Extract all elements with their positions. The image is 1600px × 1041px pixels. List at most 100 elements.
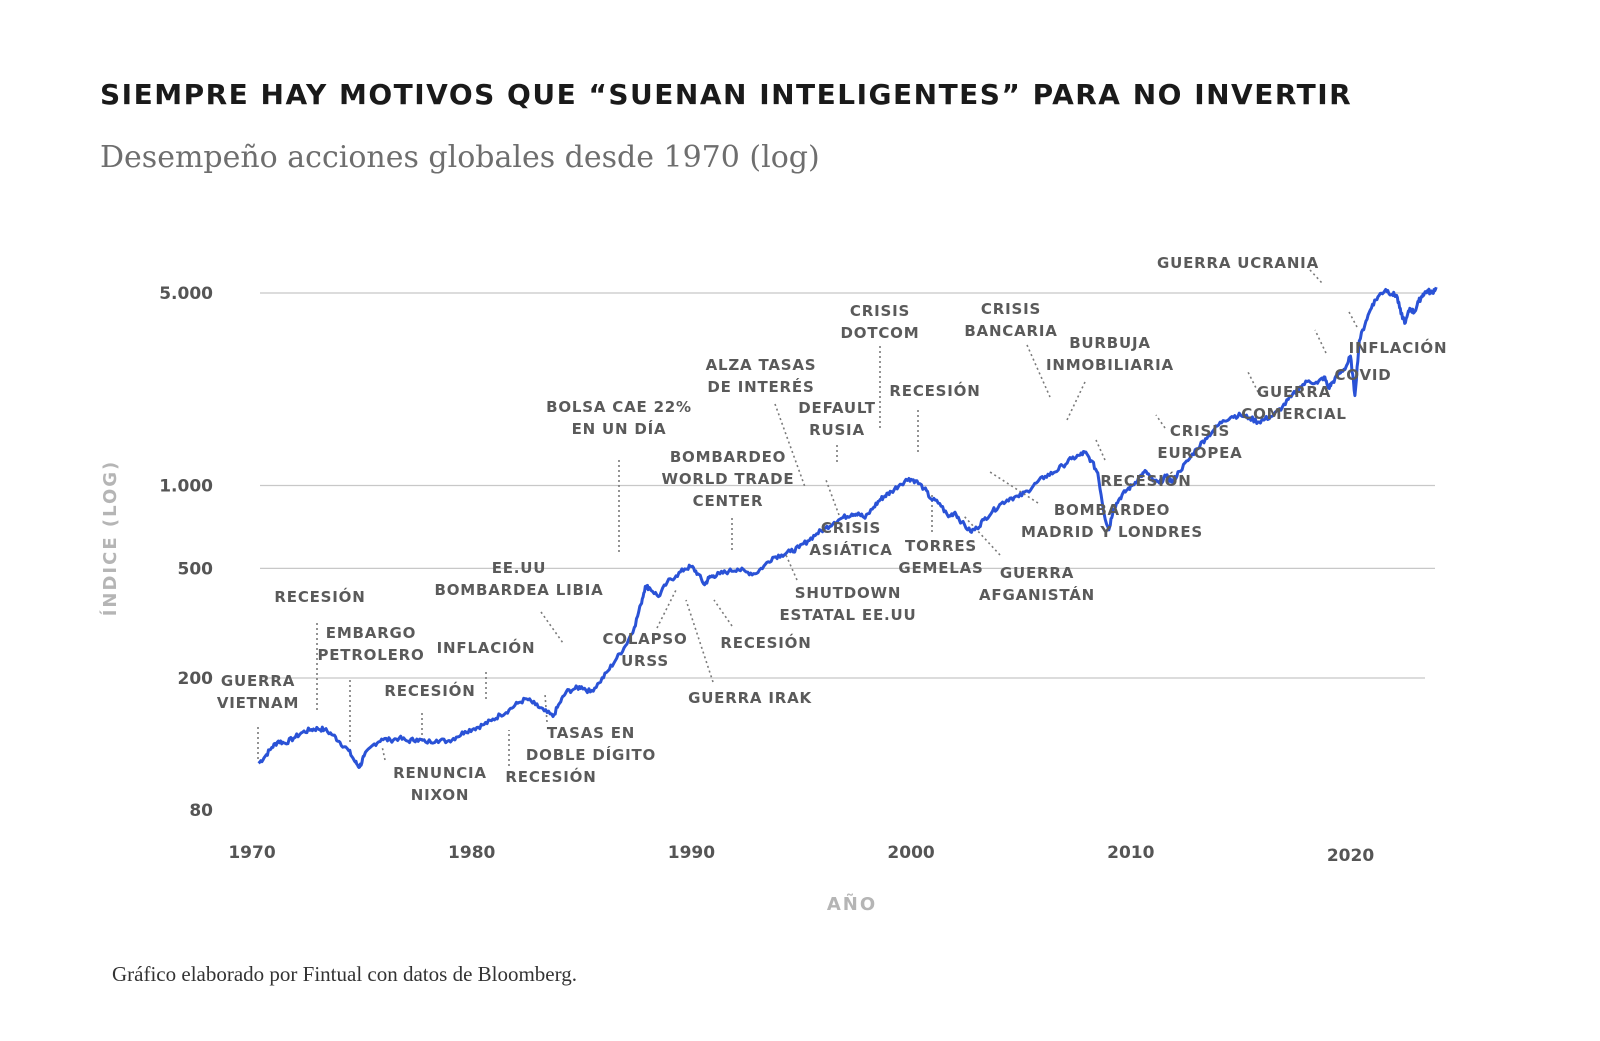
annotation-line: BANCARIA bbox=[964, 322, 1057, 340]
annotation-line: CRISIS bbox=[850, 302, 910, 320]
annotation-line: DEFAULT bbox=[798, 399, 875, 417]
y-tick-label: 80 bbox=[189, 801, 213, 821]
annotation-label: INFLACIÓN bbox=[437, 638, 536, 657]
y-tick-label: 1.000 bbox=[159, 477, 213, 497]
annotation-label: BOLSA CAE 22% EN UN DÍA bbox=[546, 398, 692, 438]
annotation-line: RECESIÓN bbox=[505, 767, 596, 786]
annotation-line: COMERCIAL bbox=[1241, 405, 1346, 423]
annotation-line: BOMBARDEO bbox=[1054, 501, 1170, 519]
annotation-line: EUROPEA bbox=[1157, 444, 1242, 462]
annotation-leader bbox=[1095, 439, 1106, 461]
annotation-leader bbox=[544, 693, 548, 723]
annotation-line: INMOBILIARIA bbox=[1046, 356, 1174, 374]
annotation-label: TASAS EN DOBLE DÍGITO bbox=[526, 724, 656, 764]
annotation-label: TORRES GEMELAS bbox=[898, 537, 983, 577]
annotation-leader bbox=[1246, 369, 1259, 393]
x-tick-label: 2000 bbox=[887, 843, 934, 863]
chart-title: SIEMPRE HAY MOTIVOS QUE “SUENAN INTELIGE… bbox=[100, 78, 1353, 111]
annotation-line: CRISIS bbox=[981, 300, 1041, 318]
annotation-leader bbox=[713, 599, 733, 627]
annotation-label: GUERRA COMERCIAL bbox=[1241, 383, 1346, 423]
annotation-label: CRISIS ASIÁTICA bbox=[809, 519, 892, 559]
annotation-line: PETROLERO bbox=[317, 646, 424, 664]
annotation-label: RECESIÓN bbox=[1100, 471, 1191, 490]
annotation-leader bbox=[785, 554, 798, 581]
annotation-line: RECESIÓN bbox=[720, 633, 811, 652]
annotation-line: MADRID Y LONDRES bbox=[1021, 523, 1203, 541]
y-axis-title: ÍNDICE (LOG) bbox=[99, 460, 121, 617]
annotation-label: RECESIÓN bbox=[384, 681, 475, 700]
annotation-line: GUERRA bbox=[1000, 564, 1074, 582]
annotation-line: GUERRA UCRANIA bbox=[1157, 254, 1319, 272]
annotation-label: EMBARGO PETROLERO bbox=[317, 624, 424, 664]
annotation-label: RECESIÓN bbox=[274, 587, 365, 606]
annotation-line: TORRES bbox=[905, 537, 977, 555]
annotation-line: INFLACIÓN bbox=[1349, 338, 1448, 357]
annotation-line: COVID bbox=[1335, 366, 1392, 384]
annotation-line: BOLSA CAE 22% bbox=[546, 398, 692, 416]
annotation-line: GUERRA IRAK bbox=[688, 689, 812, 707]
annotation-line: GUERRA bbox=[1257, 383, 1331, 401]
annotation-line: BURBUJA bbox=[1069, 334, 1151, 352]
annotation-leader bbox=[1347, 309, 1358, 328]
source-note: Gráfico elaborado por Fintual con datos … bbox=[112, 962, 577, 986]
annotation-label: CRISIS EUROPEA bbox=[1157, 422, 1242, 462]
annotation-line: RECESIÓN bbox=[274, 587, 365, 606]
annotation-leader bbox=[1066, 381, 1086, 421]
annotation-label: BURBUJA INMOBILIARIA bbox=[1046, 334, 1174, 374]
annotation-leader bbox=[1155, 414, 1166, 429]
annotation-label: EE.UU BOMBARDEA LIBIA bbox=[435, 559, 604, 599]
annotation-line: RENUNCIA bbox=[393, 764, 487, 782]
annotation-label: COVID bbox=[1335, 366, 1392, 384]
annotation-line: EE.UU bbox=[492, 559, 547, 577]
annotation-label: CRISIS BANCARIA bbox=[964, 300, 1057, 340]
annotation-line: TASAS EN bbox=[547, 724, 635, 742]
annotation-leader bbox=[1314, 329, 1327, 354]
annotation-line: GEMELAS bbox=[898, 559, 983, 577]
annotation-line: ALZA TASAS bbox=[706, 356, 817, 374]
annotation-label: RENUNCIA NIXON bbox=[393, 764, 487, 804]
annotation-leader bbox=[381, 745, 386, 761]
x-tick-label: 2020 bbox=[1327, 846, 1374, 866]
x-tick-label: 1990 bbox=[668, 843, 715, 863]
annotation-line: EN UN DÍA bbox=[572, 419, 667, 438]
annotation-line: URSS bbox=[621, 652, 669, 670]
annotation-line: VIETNAM bbox=[217, 694, 299, 712]
annotation-label: RECESIÓN bbox=[720, 633, 811, 652]
annotation-leaders bbox=[257, 269, 1358, 766]
annotation-line: DOBLE DÍGITO bbox=[526, 745, 656, 764]
annotation-line: AFGANISTÁN bbox=[979, 585, 1095, 604]
annotation-line: RECESIÓN bbox=[1100, 471, 1191, 490]
x-tick-label: 1980 bbox=[448, 843, 495, 863]
annotation-label: RECESIÓN bbox=[889, 381, 980, 400]
grid-lines bbox=[260, 292, 1435, 679]
annotation-line: GUERRA bbox=[221, 672, 295, 690]
annotation-line: DE INTERÉS bbox=[707, 377, 814, 396]
y-tick-label: 500 bbox=[178, 559, 214, 579]
annotation-line: DOTCOM bbox=[841, 324, 920, 342]
annotation-label: ALZA TASAS DE INTERÉS bbox=[706, 356, 817, 396]
y-tick-label: 200 bbox=[178, 669, 214, 689]
annotation-label: GUERRA UCRANIA bbox=[1157, 254, 1319, 272]
annotation-label: CRISIS DOTCOM bbox=[841, 302, 920, 342]
annotation-leader bbox=[825, 479, 840, 516]
annotation-labels: GUERRA VIETNAM RECESIÓN EMBARGO PETROLERO REN… bbox=[217, 254, 1448, 804]
annotation-line: SHUTDOWN bbox=[795, 584, 901, 602]
x-tick-label: 1970 bbox=[228, 843, 275, 863]
annotation-label: GUERRA VIETNAM bbox=[217, 672, 299, 712]
annotation-label: GUERRA IRAK bbox=[688, 689, 812, 707]
annotation-line: CRISIS bbox=[1170, 422, 1230, 440]
y-tick-label: 5.000 bbox=[159, 284, 213, 304]
annotation-line: INFLACIÓN bbox=[437, 638, 536, 657]
annotation-leader bbox=[962, 514, 1001, 556]
annotation-line: BOMBARDEO bbox=[670, 448, 786, 466]
annotation-line: RECESIÓN bbox=[889, 381, 980, 400]
annotation-line: EMBARGO bbox=[326, 624, 416, 642]
annotation-line: RUSIA bbox=[809, 421, 865, 439]
annotation-line: ESTATAL EE.UU bbox=[780, 606, 917, 624]
annotation-line: CENTER bbox=[693, 492, 764, 510]
annotation-line: CRISIS bbox=[821, 519, 881, 537]
annotation-label: RECESIÓN bbox=[505, 767, 596, 786]
annotation-line: WORLD TRADE bbox=[662, 470, 795, 488]
